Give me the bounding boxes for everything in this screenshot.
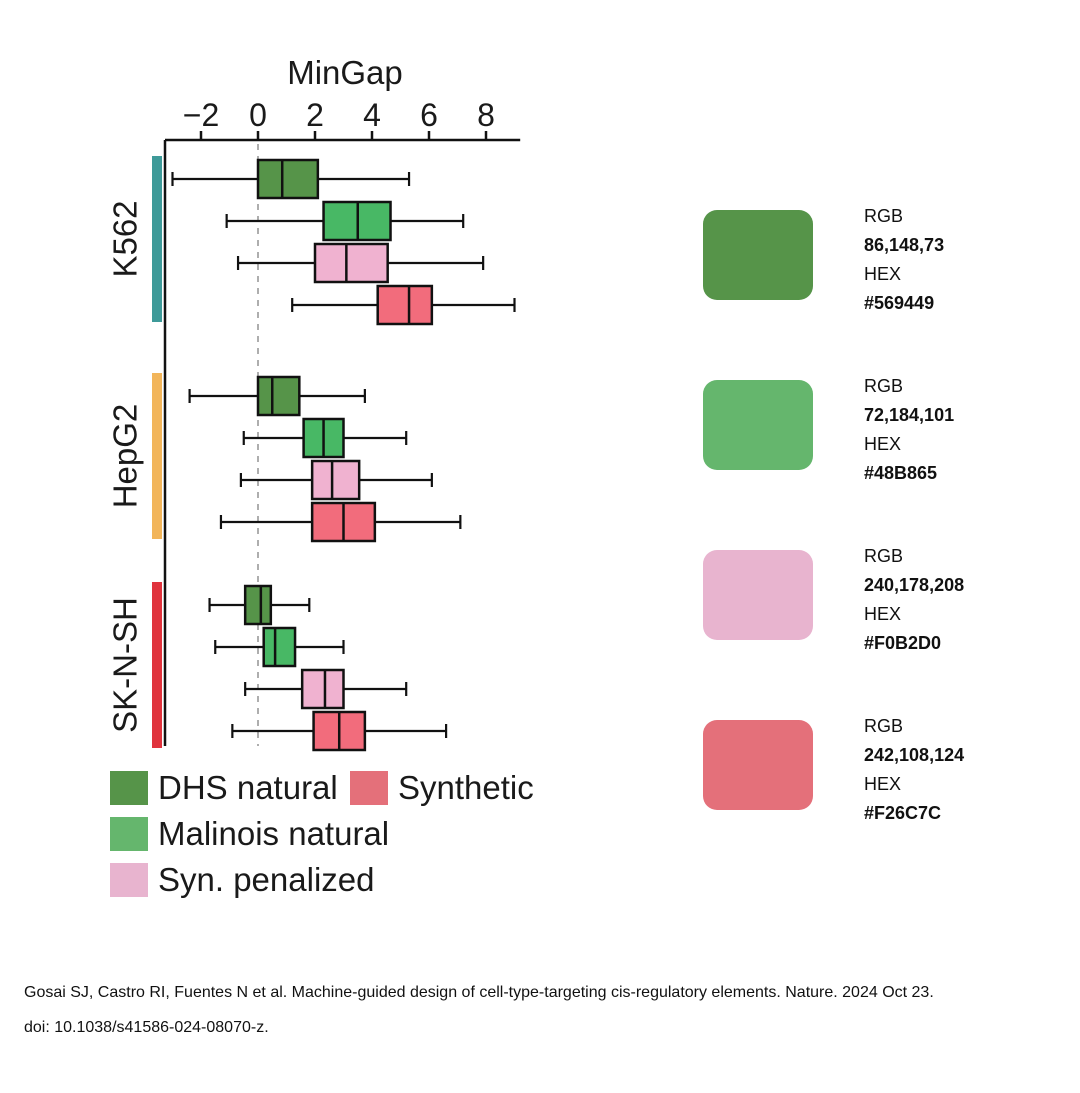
box-synthetic <box>231 710 448 752</box>
palette-swatch <box>703 550 813 640</box>
x-tick-label: 6 <box>420 97 438 133</box>
box-groups: K562 HepG2 SK-N-SH <box>107 156 516 752</box>
iqr-box <box>300 668 345 710</box>
mingap-boxplot-chart: MinGap −2 0 2 4 6 8 K562 HepG2 SK-N-SH <box>107 54 521 752</box>
palette-hex-label: HEX <box>864 604 902 624</box>
palette-swatch <box>703 210 813 300</box>
legend-label-syn-penalized: Syn. penalized <box>158 861 375 898</box>
x-tick-label: −2 <box>183 97 219 133</box>
palette-rgb-value: 86,148,73 <box>864 235 945 255</box>
legend-swatch-synthetic <box>350 771 388 805</box>
palette-rgb-label: RGB <box>864 716 904 736</box>
palette-hex-label: HEX <box>864 774 902 794</box>
iqr-box <box>256 158 320 200</box>
iqr-box <box>262 626 297 668</box>
box-malinois-natural <box>225 200 465 242</box>
palette-rgb-label: RGB <box>864 206 904 226</box>
legend-item-dhs-natural: DHS natural <box>110 768 338 808</box>
palette-rgb-value: 72,184,101 <box>864 405 955 425</box>
palette-hex-value: #F26C7C <box>864 803 942 823</box>
palette-rgb-value: 242,108,124 <box>864 745 965 765</box>
box-dhs-natural <box>188 375 366 417</box>
group-color-bar <box>152 582 162 748</box>
iqr-box <box>376 284 434 326</box>
group-label: K562 <box>107 200 144 277</box>
citation: Gosai SJ, Castro RI, Fuentes N et al. Ma… <box>24 975 1074 1045</box>
group-hepg2: HepG2 <box>107 373 462 543</box>
box-synthetic <box>291 284 516 326</box>
palette-swatch <box>703 720 813 810</box>
group-color-bar <box>152 373 162 539</box>
box-malinois-natural <box>214 626 345 668</box>
x-axis-title: MinGap <box>287 54 403 91</box>
group-sk-n-sh: SK-N-SH <box>107 582 448 752</box>
palette-item: RGB 240,178,208 HEX #F0B2D0 <box>703 540 1043 653</box>
iqr-box <box>313 242 389 284</box>
legend-item-syn-penalized: Syn. penalized <box>110 860 374 900</box>
x-tick-label: 0 <box>249 97 267 133</box>
palette-item: RGB 86,148,73 HEX #569449 <box>703 200 1043 313</box>
legend-swatch-malinois-natural <box>110 817 148 851</box>
box-synthetic <box>219 501 462 543</box>
legend-item-malinois-natural: Malinois natural <box>110 814 389 854</box>
box-syn-penalized <box>244 668 408 710</box>
box-malinois-natural <box>242 417 408 459</box>
palette-rgb-label: RGB <box>864 376 904 396</box>
x-tick-label: 4 <box>363 97 381 133</box>
legend-swatch-syn-penalized <box>110 863 148 897</box>
group-label: HepG2 <box>107 404 144 509</box>
group-label: SK-N-SH <box>107 597 144 733</box>
x-tick-label: 2 <box>306 97 324 133</box>
legend-label-dhs-natural: DHS natural <box>158 769 338 806</box>
group-k562: K562 <box>107 156 516 326</box>
group-color-bar <box>152 156 162 322</box>
box-syn-penalized <box>239 459 433 501</box>
iqr-box <box>310 459 361 501</box>
legend-label-malinois-natural: Malinois natural <box>158 815 390 852</box>
palette-hex-label: HEX <box>864 264 902 284</box>
palette-rgb-value: 240,178,208 <box>864 575 965 595</box>
x-axis-ticks: −2 0 2 4 6 8 <box>183 97 495 140</box>
palette-rgb-label: RGB <box>864 546 904 566</box>
x-tick-label: 8 <box>477 97 495 133</box>
legend-item-synthetic: Synthetic <box>350 768 534 808</box>
box-dhs-natural <box>208 584 311 626</box>
box-syn-penalized <box>236 242 485 284</box>
citation-doi: doi: 10.1038/s41586-024-08070-z. <box>24 1019 269 1036</box>
iqr-box <box>256 375 301 417</box>
legend-label-synthetic: Synthetic <box>398 769 534 806</box>
palette-swatch <box>703 380 813 470</box>
palette-hex-label: HEX <box>864 434 902 454</box>
citation-line-1: Gosai SJ, Castro RI, Fuentes N et al. Ma… <box>24 984 934 1001</box>
iqr-box <box>243 584 273 626</box>
palette-hex-value: #569449 <box>864 293 935 313</box>
legend-swatch-dhs-natural <box>110 771 148 805</box>
palette-item: RGB 72,184,101 HEX #48B865 <box>703 370 1043 483</box>
palette-item: RGB 242,108,124 HEX #F26C7C <box>703 710 1043 823</box>
palette-hex-value: #48B865 <box>864 463 938 483</box>
palette-hex-value: #F0B2D0 <box>864 633 942 653</box>
box-dhs-natural <box>171 158 411 200</box>
